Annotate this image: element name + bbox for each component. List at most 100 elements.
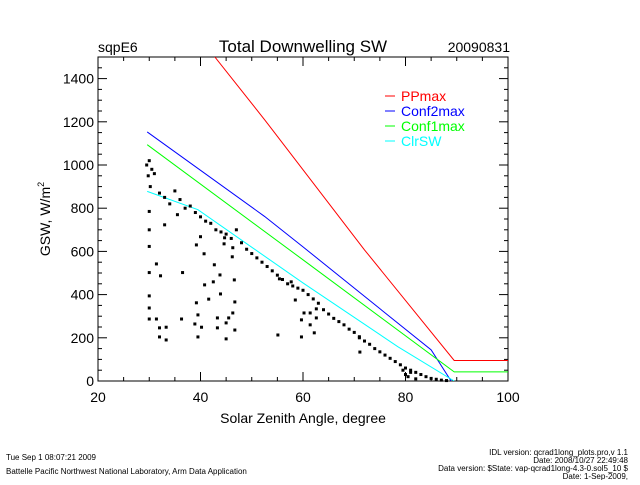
scatter-point — [164, 338, 168, 342]
scatter-point — [219, 230, 223, 234]
scatter-point — [199, 215, 202, 219]
footer-right-2: Date: 2008/10/27 22:49:48 — [533, 456, 628, 465]
legend-label-conf1max: Conf1max — [401, 118, 465, 134]
scatter-point — [357, 336, 361, 340]
scatter-point — [383, 353, 387, 357]
scatter-point — [231, 311, 235, 315]
scatter-point — [154, 317, 158, 321]
y-axis-label-text: GSW, W/m — [37, 187, 53, 256]
scatter-point — [296, 286, 300, 290]
footer-right-4: Date: 1-Sep-2009, — [563, 472, 628, 480]
scatter-point — [173, 189, 177, 193]
scatter-point — [200, 325, 204, 329]
scatter-point — [419, 373, 423, 377]
scatter-point — [224, 232, 228, 236]
scatter-point — [255, 256, 259, 260]
x-tick-label: 60 — [295, 389, 311, 405]
scatter-point — [291, 284, 295, 288]
legend-label-conf2max: Conf2max — [401, 103, 465, 119]
scatter-point — [222, 242, 226, 246]
scatter-point — [152, 172, 156, 176]
scatter-point — [378, 350, 382, 354]
scatter-point — [289, 280, 293, 284]
scatter-point — [445, 379, 448, 383]
scatter-point — [218, 292, 222, 296]
site-label: sqpE6 — [98, 39, 138, 55]
scatter-point — [150, 167, 154, 171]
scatter-point — [322, 308, 325, 312]
scatter-point — [209, 221, 213, 225]
scatter-point — [146, 174, 150, 178]
scatter-point — [178, 198, 182, 202]
footer-left-2: Battelle Pacific Northwest National Labo… — [6, 467, 247, 476]
scatter-point — [159, 274, 163, 278]
scatter-point — [439, 378, 443, 382]
series-group — [146, 57, 508, 381]
scatter-point — [332, 316, 336, 320]
scatter-point — [232, 278, 236, 282]
scatter-point — [342, 323, 346, 327]
scatter-point — [168, 202, 172, 206]
scatter-point — [147, 244, 151, 248]
series-line-ppmax — [214, 57, 508, 361]
scatter-point — [286, 282, 290, 286]
chart-title: Total Downwelling SW — [219, 37, 387, 56]
scatter-point — [260, 260, 264, 264]
y-tick-label: 1200 — [63, 114, 94, 130]
scatter-point — [275, 273, 279, 277]
scatter-point — [175, 213, 179, 217]
x-axis-label: Solar Zenith Angle, degree — [220, 410, 386, 426]
scatter-point — [270, 269, 274, 273]
scatter-point — [306, 293, 310, 297]
scatter-group — [145, 159, 448, 383]
scatter-point — [196, 335, 200, 339]
scatter-point — [434, 377, 438, 381]
scatter-point — [327, 312, 331, 316]
scatter-point — [231, 246, 235, 250]
scatter-point — [147, 209, 151, 213]
scatter-point — [163, 223, 167, 227]
x-tick-label: 80 — [398, 389, 414, 405]
scatter-point — [215, 316, 219, 320]
scatter-point — [215, 326, 219, 330]
scatter-point — [406, 375, 410, 379]
footer-right-1: IDL version: qcrad1long_plots.pro,v 1.1 — [489, 448, 628, 457]
scatter-point — [240, 241, 243, 245]
scatter-point — [196, 313, 200, 317]
scatter-point — [388, 356, 392, 360]
scatter-point — [158, 335, 161, 339]
y-tick-label: 1000 — [63, 157, 94, 173]
scatter-point — [147, 271, 151, 275]
y-tick-label: 200 — [71, 330, 95, 346]
scatter-point — [352, 330, 356, 334]
scatter-point — [227, 316, 231, 320]
scatter-point — [147, 159, 151, 163]
y-tick-label: 800 — [71, 200, 95, 216]
scatter-point — [164, 325, 168, 329]
scatter-point — [188, 204, 192, 208]
scatter-point — [409, 368, 413, 372]
scatter-point — [233, 300, 237, 304]
scatter-point — [214, 228, 218, 232]
scatter-point — [230, 255, 234, 259]
legend-label-clrsw: ClrSW — [401, 133, 442, 149]
scatter-point — [202, 252, 206, 256]
scatter-point — [245, 247, 249, 251]
scatter-point — [199, 235, 202, 239]
scatter-point — [363, 339, 366, 343]
scatter-point — [223, 236, 227, 240]
scatter-point — [312, 331, 316, 335]
scatter-point — [224, 321, 228, 325]
scatter-point — [308, 311, 312, 315]
scatter-point — [404, 373, 407, 377]
scatter-point — [234, 228, 238, 232]
scatter-point — [414, 370, 418, 374]
scatter-point — [181, 271, 185, 275]
scatter-point — [299, 335, 303, 339]
scatter-point — [368, 342, 372, 346]
scatter-point — [424, 375, 428, 379]
scatter-point — [409, 370, 413, 374]
